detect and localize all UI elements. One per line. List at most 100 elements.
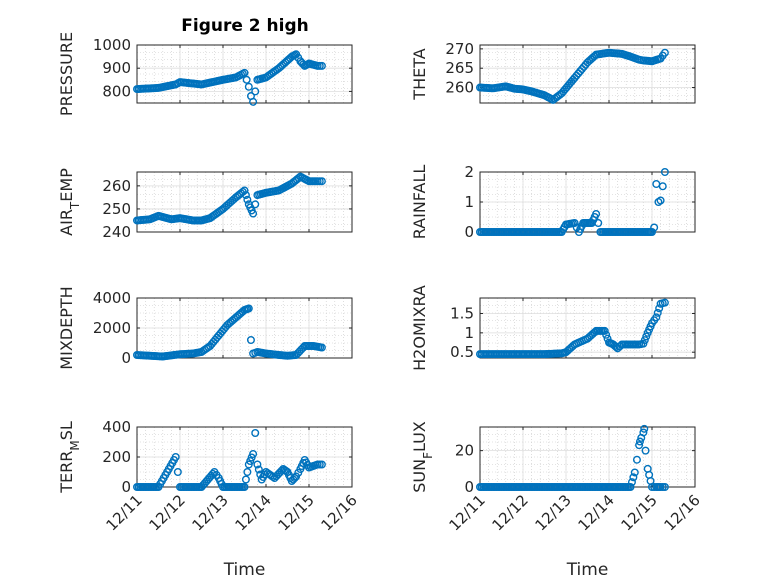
axes-box — [136, 44, 353, 104]
y-tick-label: 0 — [464, 223, 474, 241]
data-point — [572, 223, 581, 232]
data-point — [254, 465, 263, 474]
data-point — [244, 304, 253, 313]
y-tick-label: 800 — [102, 82, 131, 100]
data-point — [640, 336, 649, 345]
y-tick-label: 20 — [455, 442, 474, 460]
data-point — [639, 339, 648, 348]
data-point — [660, 298, 669, 307]
data-point — [241, 475, 250, 484]
x-tick-label: 12/16 — [661, 491, 704, 534]
y-axis-label: RAINFALL — [410, 165, 429, 240]
data-point — [660, 483, 669, 492]
data-point — [240, 483, 249, 492]
x-tick-label: 12/14 — [575, 491, 618, 534]
y-axis-label: MIXDEPTH — [57, 286, 76, 369]
subplot-4: 0 1 2 RAINFALL — [410, 163, 696, 241]
y-tick-label: 900 — [102, 59, 131, 77]
data-point — [317, 460, 326, 469]
data-point — [251, 87, 260, 96]
y-axis-label: THETA — [410, 48, 429, 100]
y-tick-label: 400 — [102, 418, 131, 436]
x-axis-label: Time — [566, 560, 609, 580]
data-point — [241, 191, 250, 200]
x-tick-label: 12/11 — [103, 491, 146, 534]
data-point — [570, 218, 579, 227]
y-tick-label: 1000 — [93, 36, 131, 54]
data-point — [243, 195, 252, 204]
y-tick-label: 270 — [445, 40, 474, 58]
y-tick-label: 2 — [464, 163, 474, 181]
y-axis-label: SUNFLUX — [410, 421, 435, 493]
y-tick-label: 265 — [445, 59, 474, 77]
subplot-8: 12/11 12/12 12/13 12/14 12/15 12/16 0 20 SUNFLUX… — [410, 421, 704, 580]
data-point — [253, 460, 262, 469]
y-tick-label: 0 — [121, 349, 131, 367]
data-point — [249, 209, 258, 218]
data-point — [648, 227, 657, 236]
axes-box — [479, 297, 696, 359]
data-point — [602, 330, 611, 339]
data-point — [660, 167, 669, 176]
data-point — [249, 450, 258, 459]
x-tick-label: 12/11 — [446, 491, 489, 534]
data-point — [317, 61, 326, 70]
y-tick-label: 1 — [464, 324, 474, 342]
x-tick-label: 12/15 — [618, 491, 661, 534]
y-tick-label: 0.5 — [450, 343, 474, 361]
data-point — [244, 82, 253, 91]
data-point — [660, 48, 669, 57]
subplot-1: 800 900 1000 PRESSURE — [57, 32, 353, 116]
subplot-7: 12/11 12/12 12/13 12/14 12/15 12/16 0 200 400 TER… — [57, 418, 361, 580]
y-tick-label: 200 — [102, 448, 131, 466]
y-tick-label: 250 — [102, 200, 131, 218]
y-tick-label: 1.5 — [450, 304, 474, 322]
y-tick-label: 4000 — [93, 289, 131, 307]
axes-box — [479, 44, 696, 104]
y-axis-label: TERRMSL — [57, 421, 82, 494]
subplot-6: 0.51 1.5 H2OMIXRA — [410, 285, 696, 371]
axes-box — [479, 426, 696, 488]
data-point — [642, 332, 651, 341]
data-point — [173, 468, 182, 477]
subplot-5: 0 2000 4000 MIXDEPTH — [57, 286, 353, 370]
x-tick-label: 12/13 — [532, 491, 575, 534]
x-tick-label: 12/13 — [189, 491, 232, 534]
data-point — [629, 473, 638, 482]
data-point — [639, 428, 648, 437]
data-point — [208, 469, 217, 478]
data-point — [592, 209, 601, 218]
data-point — [251, 200, 260, 209]
data-point — [242, 75, 251, 84]
data-point — [627, 478, 636, 487]
data-point — [652, 179, 661, 188]
y-axis-label: PRESSURE — [57, 32, 76, 116]
y-axis-label: H2OMIXRA — [410, 285, 429, 371]
figure-title: Figure 2 high — [181, 16, 309, 36]
data-point — [594, 218, 603, 227]
data-point — [240, 68, 249, 77]
data-point — [246, 336, 255, 345]
x-tick-label: 12/14 — [232, 491, 275, 534]
x-tick-label: 12/16 — [318, 491, 361, 534]
data-point — [251, 429, 260, 438]
data-point — [317, 177, 326, 186]
x-tick-label: 12/15 — [275, 491, 318, 534]
y-tick-label: 1 — [464, 193, 474, 211]
y-tick-label: 0 — [121, 478, 131, 496]
y-tick-label: 0 — [464, 478, 474, 496]
data-point — [650, 223, 659, 232]
data-point — [652, 313, 661, 322]
data-point — [640, 424, 649, 433]
data-point — [655, 304, 664, 313]
x-tick-label: 12/12 — [489, 491, 532, 534]
data-point — [630, 468, 639, 477]
data-point — [658, 182, 667, 191]
data-point — [243, 468, 252, 477]
subplot-3: 240 250 260 AIRTEMP — [57, 168, 353, 241]
data-point — [600, 326, 609, 335]
data-point — [635, 437, 644, 446]
y-tick-label: 260 — [102, 177, 131, 195]
data-point — [626, 483, 635, 492]
